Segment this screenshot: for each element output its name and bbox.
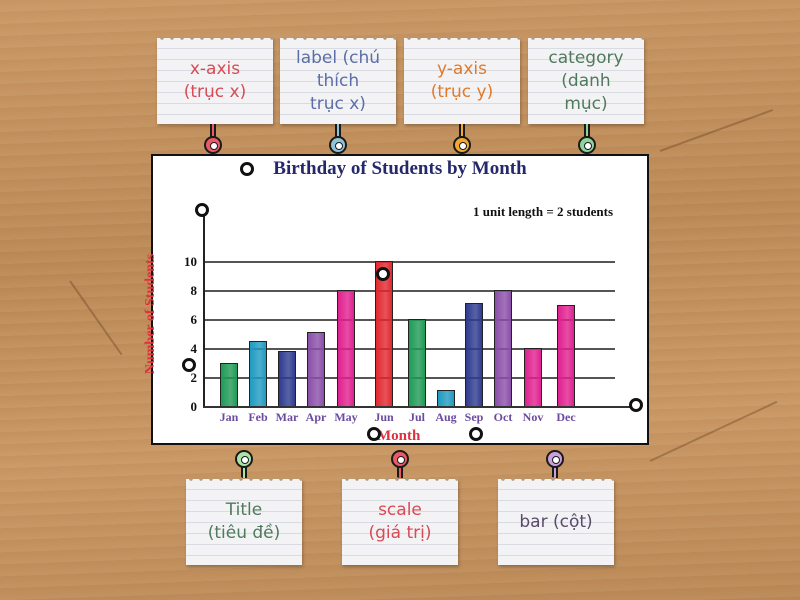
label-card-x-axis[interactable]: x-axis (trục x) [157,34,273,124]
y-axis-label: Number of Students [143,253,159,375]
x-tick-label: Apr [305,410,327,424]
y-tick: 6 [190,312,198,327]
pin-icon[interactable] [329,124,347,154]
bar-mar [278,350,296,406]
y-tick: 8 [190,283,198,298]
pin-icon[interactable] [391,450,409,480]
drop-zone-category[interactable] [469,427,483,441]
label-text: label (chú thích trục x) [295,47,381,114]
bar-jun [375,261,393,406]
x-axis-label: Month [377,428,421,444]
y-tick: 10 [184,254,197,269]
label-text: category (danh mục) [548,47,624,114]
pin-icon[interactable] [235,450,253,480]
label-card-scale[interactable]: scale (giá trị) [342,475,458,565]
gridline [203,290,615,292]
drop-zone-title[interactable] [240,162,254,176]
wood-texture [649,400,778,462]
label-card-y-axis[interactable]: y-axis (trục y) [404,34,520,124]
bar-aug [437,390,455,406]
drop-zone-bar[interactable] [376,267,390,281]
bar-jan [220,362,238,406]
x-tick-label: Nov [522,410,544,424]
bar-oct [494,290,512,406]
x-tick-label: Oct [493,410,513,424]
gridline [203,261,615,263]
drop-zone-x-axis[interactable] [629,398,643,412]
y-tick: 4 [190,341,198,356]
label-card-category[interactable]: category (danh mục) [528,34,644,124]
bar-may [337,290,355,406]
bar-chart: Birthday of Students by Month 1 unit len… [143,154,649,445]
x-tick-label: May [334,410,358,424]
pin-icon[interactable] [453,124,471,154]
x-tick-label: Mar [275,410,299,424]
wood-texture [659,109,774,152]
label-text: x-axis (trục x) [183,59,247,102]
x-tick-label: Dec [556,410,576,424]
bar-apr [307,332,325,406]
y-tick: 0 [190,399,198,414]
y-axis-line [203,212,205,408]
x-tick-label: Jun [374,410,394,424]
drop-zone-y-axis[interactable] [195,203,209,217]
drop-zone-label-x[interactable] [367,427,381,441]
label-text: scale (giá trị) [368,500,432,543]
label-card-title[interactable]: Title (tiêu đề) [186,475,302,565]
pin-icon[interactable] [578,124,596,154]
bar-sep [465,303,483,406]
bar-dec [557,304,575,406]
x-tick-label: Aug [435,410,457,424]
label-card-label-x[interactable]: label (chú thích trục x) [280,34,396,124]
bar-jul [408,319,426,406]
x-tick-label: Sep [464,410,484,424]
drop-zone-scale[interactable] [182,358,196,372]
pin-icon[interactable] [204,124,222,154]
chart-title: Birthday of Students by Month [273,158,527,179]
x-axis-line [203,406,635,408]
label-text: Title (tiêu đề) [207,500,281,543]
x-tick-label: Jul [408,410,425,424]
bar-feb [249,340,267,406]
pin-icon[interactable] [546,450,564,480]
label-text: bar (cột) [519,511,593,532]
x-tick-label: Feb [248,410,268,424]
label-card-bar[interactable]: bar (cột) [498,475,614,565]
wood-texture [69,280,123,356]
y-tick: 2 [190,370,198,385]
scale-note: 1 unit length = 2 students [473,204,613,219]
label-text: y-axis (trục y) [430,59,494,102]
bar-nov [524,348,542,406]
x-tick-label: Jan [219,410,239,424]
